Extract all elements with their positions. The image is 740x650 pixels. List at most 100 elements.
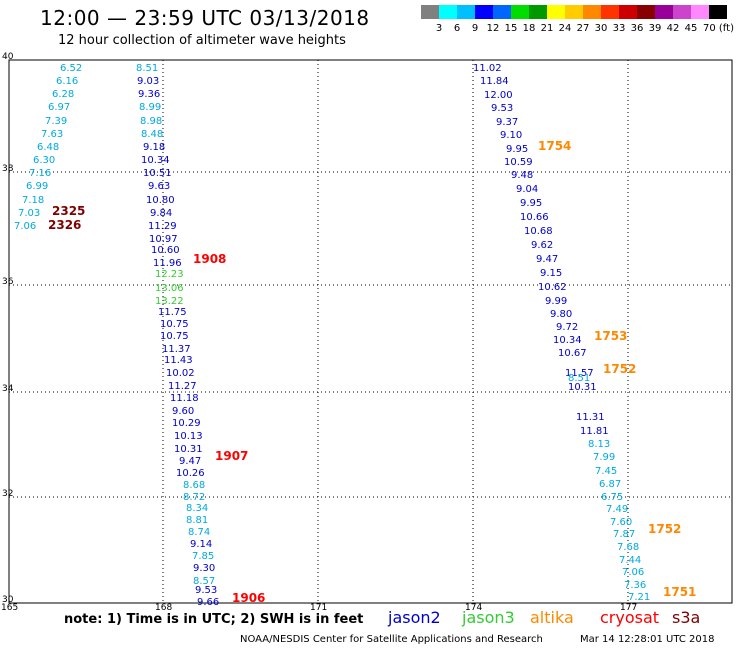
wave-height-value: 7.44 xyxy=(619,555,642,566)
legend-label: 39 xyxy=(648,23,662,34)
wave-height-value: 9.18 xyxy=(143,142,166,153)
footer-note: note: 1) Time is in UTC; 2) SWH is in fe… xyxy=(64,612,364,627)
wave-height-value: 9.47 xyxy=(536,254,559,265)
wave-height-value: 6.75 xyxy=(601,492,624,503)
legend-swatch xyxy=(439,5,457,19)
legend-swatch xyxy=(583,5,601,19)
wave-height-value: 7.45 xyxy=(595,466,618,477)
legend-label: 45 xyxy=(684,23,698,34)
wave-height-value: 9.95 xyxy=(506,144,529,155)
wave-height-value: 8.72 xyxy=(183,492,206,503)
wave-height-value: 13.22 xyxy=(155,296,184,307)
legend-swatch xyxy=(673,5,691,19)
wave-height-value: 10.80 xyxy=(146,195,175,206)
wave-height-value: 11.57 xyxy=(565,368,594,379)
wave-height-value: 10.26 xyxy=(176,468,205,479)
wave-height-value: 7.39 xyxy=(45,116,68,127)
legend-label: 3 xyxy=(435,23,443,34)
wave-height-value: 10.68 xyxy=(524,226,553,237)
wave-height-value: 10.31 xyxy=(174,444,203,455)
pass-time-label: 1751 xyxy=(663,585,697,599)
wave-height-value: 9.37 xyxy=(496,117,519,128)
wave-height-value: 9.80 xyxy=(550,309,573,320)
wave-height-value: 7.68 xyxy=(617,542,640,553)
legend-swatches xyxy=(421,5,727,19)
legend-swatch xyxy=(619,5,637,19)
wave-height-value: 7.36 xyxy=(624,580,647,591)
wave-height-value: 7.87 xyxy=(613,529,636,540)
legend-swatch xyxy=(457,5,475,19)
wave-height-value: 10.75 xyxy=(160,331,189,342)
map-title: 12:00 — 23:59 UTC 03/13/2018 xyxy=(40,6,370,30)
wave-height-value: 6.87 xyxy=(599,479,622,490)
wave-height-value: 8.13 xyxy=(588,439,611,450)
legend-label: 21 xyxy=(540,23,554,34)
wave-height-value: 9.48 xyxy=(511,170,534,181)
wave-height-value: 8.68 xyxy=(183,480,206,491)
pass-time-label: 1754 xyxy=(538,139,572,153)
wave-height-value: 10.51 xyxy=(143,168,172,179)
latitude-label: 30 xyxy=(2,595,14,605)
wave-height-value: 11.27 xyxy=(168,381,197,392)
wave-height-value: 9.14 xyxy=(190,539,213,550)
wave-height-value: 9.53 xyxy=(491,103,514,114)
wave-height-value: 11.84 xyxy=(480,76,509,87)
wave-height-value: 12.23 xyxy=(155,269,184,280)
wave-height-value: 10.59 xyxy=(504,157,533,168)
wave-height-value: 12.00 xyxy=(484,90,513,101)
latitude-label: 36 xyxy=(2,277,14,287)
legend-label: 70 (ft) xyxy=(703,23,734,34)
wave-height-value: 10.31 xyxy=(568,382,597,393)
wave-height-value: 7.03 xyxy=(18,208,41,219)
wave-height-value: 8.34 xyxy=(186,503,209,514)
wave-height-value: 10.67 xyxy=(558,348,587,359)
wave-height-value: 11.02 xyxy=(473,63,502,74)
legend-label: 12 xyxy=(486,23,500,34)
wave-height-value: 6.48 xyxy=(37,142,60,153)
wave-height-value: 9.36 xyxy=(138,89,161,100)
legend-swatch xyxy=(493,5,511,19)
wave-height-value: 11.18 xyxy=(170,393,199,404)
satellite-legend-s3a: s3a xyxy=(672,608,701,627)
legend-swatch xyxy=(529,5,547,19)
wave-height-value: 7.21 xyxy=(628,592,651,603)
legend-label: 27 xyxy=(576,23,590,34)
legend-label: 15 xyxy=(504,23,518,34)
wave-height-value: 8.48 xyxy=(141,129,164,140)
longitude-label: 171 xyxy=(310,603,328,613)
wave-height-value: 8.74 xyxy=(188,527,211,538)
wave-height-value: 11.31 xyxy=(576,412,605,423)
pass-time-label: 2326 xyxy=(48,218,82,232)
latitude-label: 32 xyxy=(2,489,14,499)
wave-height-value: 9.66 xyxy=(197,597,220,608)
legend-swatch xyxy=(421,5,439,19)
wave-height-value: 9.63 xyxy=(148,181,171,192)
legend-label: 18 xyxy=(522,23,536,34)
color-scale-legend: 3 6 9 12 15 18 21 24 27 30 33 36 39 42 45 70 (ft) xyxy=(421,5,734,34)
legend-swatch xyxy=(565,5,583,19)
wave-height-value: 10.34 xyxy=(553,335,582,346)
longitude-label: 168 xyxy=(155,603,173,613)
wave-height-value: 7.06 xyxy=(14,221,37,232)
wave-height-value: 8.99 xyxy=(139,102,162,113)
legend-swatch xyxy=(601,5,619,19)
wave-height-value: 7.60 xyxy=(610,517,633,528)
legend-swatch xyxy=(475,5,493,19)
pass-time-label: 1907 xyxy=(215,449,249,463)
legend-swatch xyxy=(547,5,565,19)
latitude-label: 38 xyxy=(2,164,14,174)
wave-height-value: 9.30 xyxy=(193,563,216,574)
wave-height-value: 10.34 xyxy=(141,155,170,166)
wave-height-value: 10.75 xyxy=(160,319,189,330)
wave-height-value: 8.57 xyxy=(193,576,216,587)
wave-height-value: 6.97 xyxy=(48,102,71,113)
longitude-label: 177 xyxy=(620,603,638,613)
wave-height-value: 8.51 xyxy=(568,373,591,384)
legend-swatch xyxy=(691,5,709,19)
wave-height-value: 6.30 xyxy=(33,155,56,166)
pass-time-label: 1906 xyxy=(232,591,266,605)
wave-height-value: 8.51 xyxy=(136,63,159,74)
legend-swatch xyxy=(709,5,727,19)
